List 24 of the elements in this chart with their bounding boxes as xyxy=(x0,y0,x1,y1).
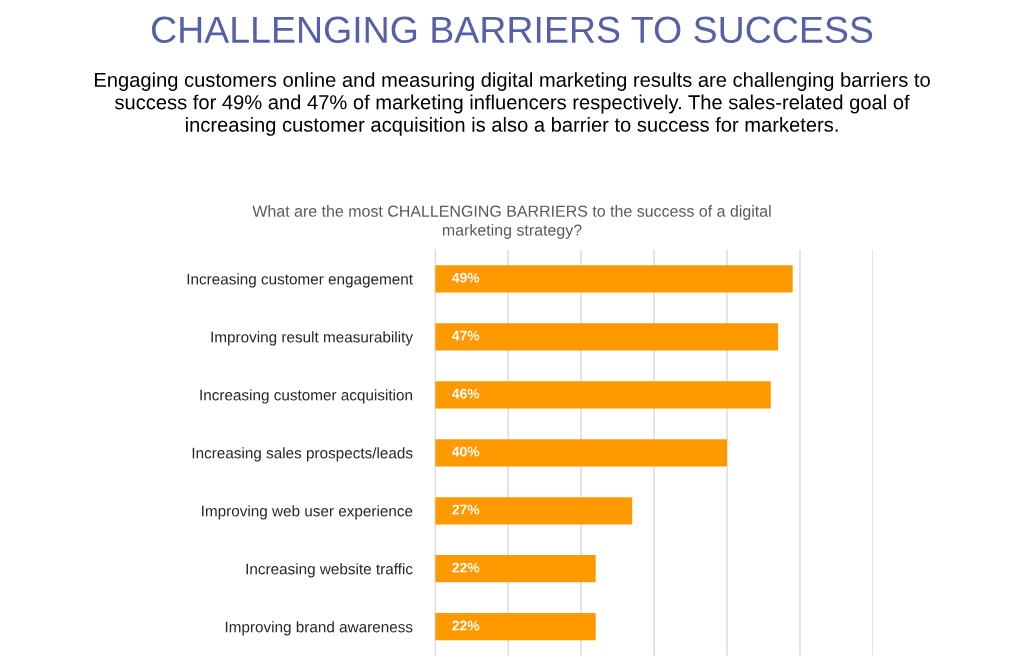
data-label: 46% xyxy=(452,388,480,399)
bar xyxy=(435,613,596,641)
y-tick-label: Improving result measurability xyxy=(211,331,413,346)
y-tick-label: Increasing customer acquisition xyxy=(200,389,412,404)
data-label: 22% xyxy=(452,562,480,573)
y-tick-label: Increasing sales prospects/leads xyxy=(192,447,413,462)
chart-title: CHALLENGING BARRIERS TO SUCCESS xyxy=(151,16,873,44)
chart-subtitle: Engaging customers online and measuring digital marketing results are challenging barriers to success for 49% and 47% of marketing influencers respectively. The sales-related goal of increasing customer acquisition is also a barrier to success for marketers. xyxy=(95,72,930,136)
data-label: 49% xyxy=(452,272,480,283)
bar xyxy=(435,265,793,293)
bar xyxy=(435,381,771,409)
data-label: 27% xyxy=(452,504,480,515)
data-label: 40% xyxy=(452,446,480,457)
y-tick-label: Improving web user experience xyxy=(202,505,413,520)
y-tick-label: Increasing customer engagement xyxy=(187,273,413,288)
y-tick-label: Increasing website traffic xyxy=(246,563,413,578)
data-label: 22% xyxy=(452,620,480,631)
y-tick-label: Improving brand awareness xyxy=(225,621,413,636)
bar xyxy=(435,497,633,525)
bar xyxy=(435,555,596,583)
bar xyxy=(435,323,779,351)
text: What are the most CHALLENGING BARRIERS to the success of a digital marketing strategy? xyxy=(252,205,771,239)
bar xyxy=(435,439,728,467)
data-label: 47% xyxy=(452,330,480,341)
